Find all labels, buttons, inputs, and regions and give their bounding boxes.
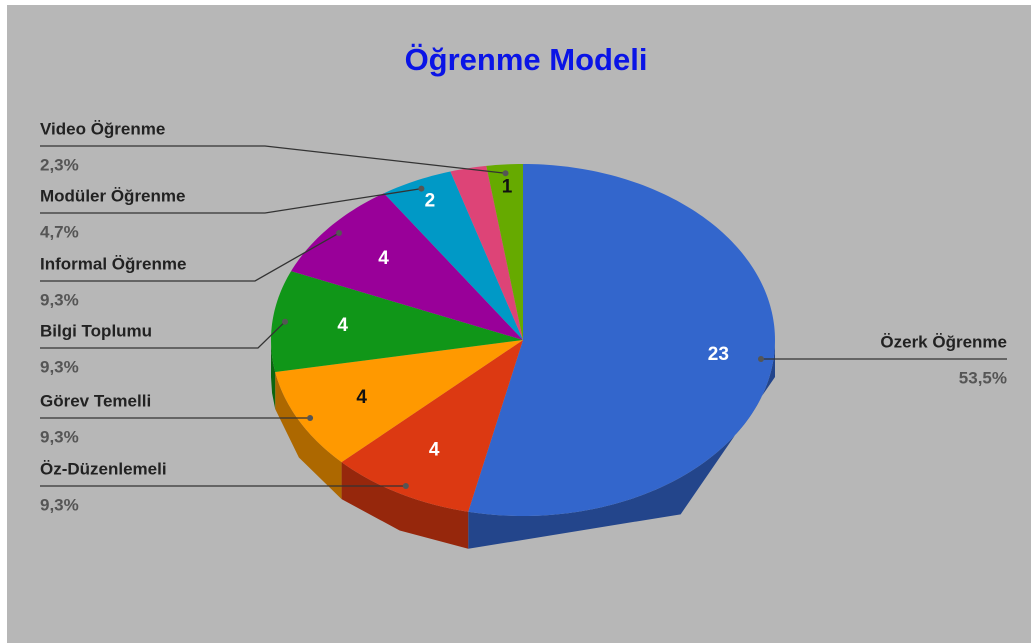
leader-dot — [335, 230, 342, 237]
leader-dot — [502, 170, 509, 177]
leader-dot — [282, 318, 289, 325]
slice — [383, 171, 523, 340]
slice — [291, 193, 523, 340]
slice-percent: 9,3% — [40, 357, 79, 376]
leader-dot — [402, 483, 409, 489]
slice-percent: 9,3% — [40, 495, 79, 514]
slice-side — [275, 371, 342, 500]
slice-side — [468, 340, 775, 549]
data-label: 4 — [337, 315, 348, 336]
data-label: 1 — [502, 176, 513, 197]
slice-label: Bilgi Toplumu — [40, 321, 152, 340]
slice-percent: 9,3% — [40, 290, 79, 309]
slice-percent: 4,7% — [40, 222, 79, 241]
slice-percent: 2,3% — [40, 155, 79, 174]
data-label: 23 — [708, 344, 729, 365]
slice — [275, 340, 523, 463]
slice-percent: 53,5% — [959, 368, 1007, 387]
slice-label: Özerk Öğrenme — [880, 332, 1007, 351]
chart-title: Öğrenme Modeli — [405, 42, 648, 77]
slice-label: Modüler Öğrenme — [40, 186, 185, 205]
data-label: 2 — [425, 190, 436, 211]
leader-line — [40, 321, 286, 349]
leader-line — [40, 187, 422, 214]
slice-side — [271, 340, 276, 409]
slice — [486, 164, 523, 340]
leader-dot — [307, 415, 314, 421]
slice-label: Görev Temelli — [40, 391, 151, 410]
slice-label: Öz-Düzenlemeli — [40, 459, 167, 478]
slice-side — [341, 462, 469, 549]
slice-label: Video Öğrenme — [40, 119, 165, 138]
leader-dot — [757, 356, 764, 362]
slice-percent: 9,3% — [40, 427, 79, 446]
data-label: 4 — [378, 248, 389, 269]
slice — [450, 165, 523, 340]
data-label: 4 — [356, 387, 367, 408]
leader-line — [40, 145, 506, 174]
slice — [341, 340, 523, 512]
slice — [271, 271, 523, 372]
leader-dot — [418, 185, 425, 192]
leader-line — [40, 232, 340, 282]
slice-label: Informal Öğrenme — [40, 254, 186, 273]
slice — [468, 164, 775, 516]
data-label: 4 — [429, 440, 440, 461]
